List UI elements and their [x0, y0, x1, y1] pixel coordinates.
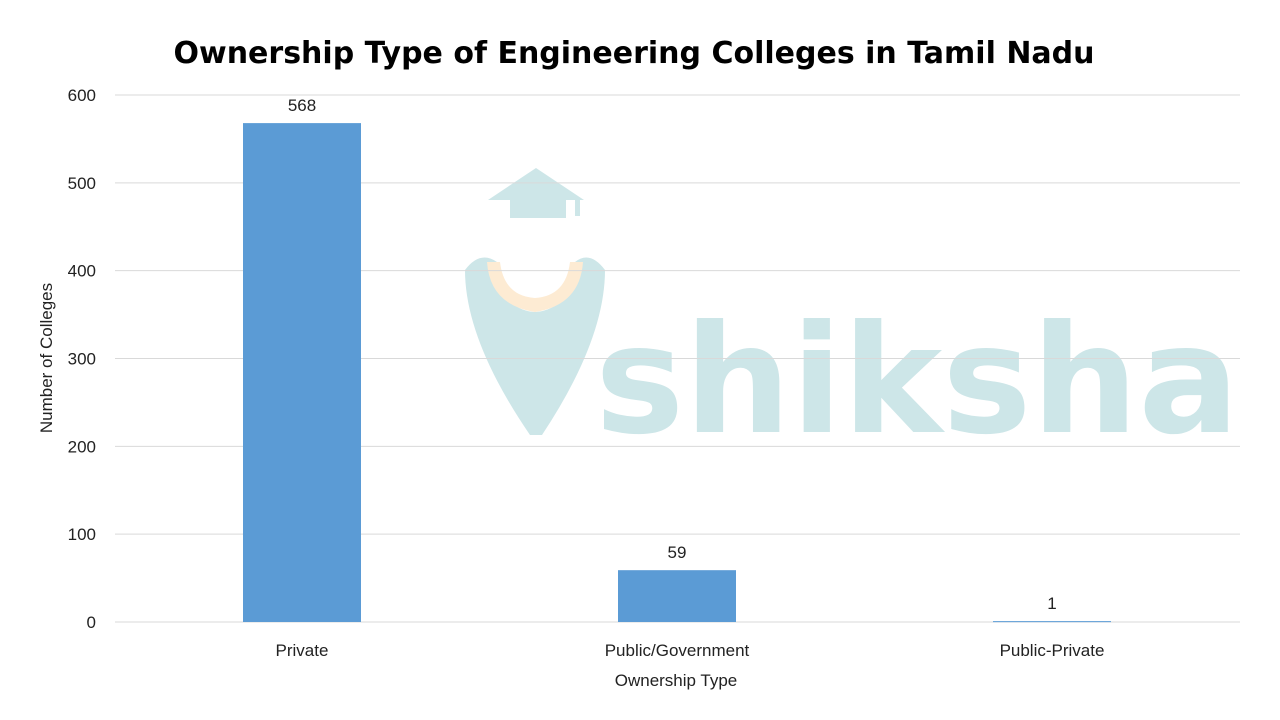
x-tick-label: Private — [276, 641, 329, 660]
chart-title: Ownership Type of Engineering Colleges i… — [173, 36, 1094, 71]
x-tick-label: Public/Government — [605, 641, 750, 660]
bar — [618, 570, 736, 622]
x-tick-label: Public-Private — [1000, 641, 1105, 660]
data-label: 59 — [668, 543, 687, 562]
y-tick-label: 0 — [87, 613, 96, 632]
y-axis-label: Number of Colleges — [37, 283, 56, 433]
bar — [993, 621, 1111, 623]
y-tick-label: 100 — [68, 525, 96, 544]
y-tick-label: 200 — [68, 437, 96, 456]
watermark-text: shiksha — [595, 294, 1240, 468]
x-axis-label: Ownership Type — [615, 671, 738, 690]
data-label: 1 — [1047, 594, 1056, 613]
y-tick-label: 300 — [68, 350, 96, 369]
data-label: 568 — [288, 96, 316, 115]
bar — [243, 123, 361, 623]
y-tick-label: 400 — [68, 262, 96, 281]
y-tick-label: 600 — [68, 86, 96, 105]
watermark-logo: shiksha — [465, 168, 1240, 468]
y-tick-label: 500 — [68, 174, 96, 193]
